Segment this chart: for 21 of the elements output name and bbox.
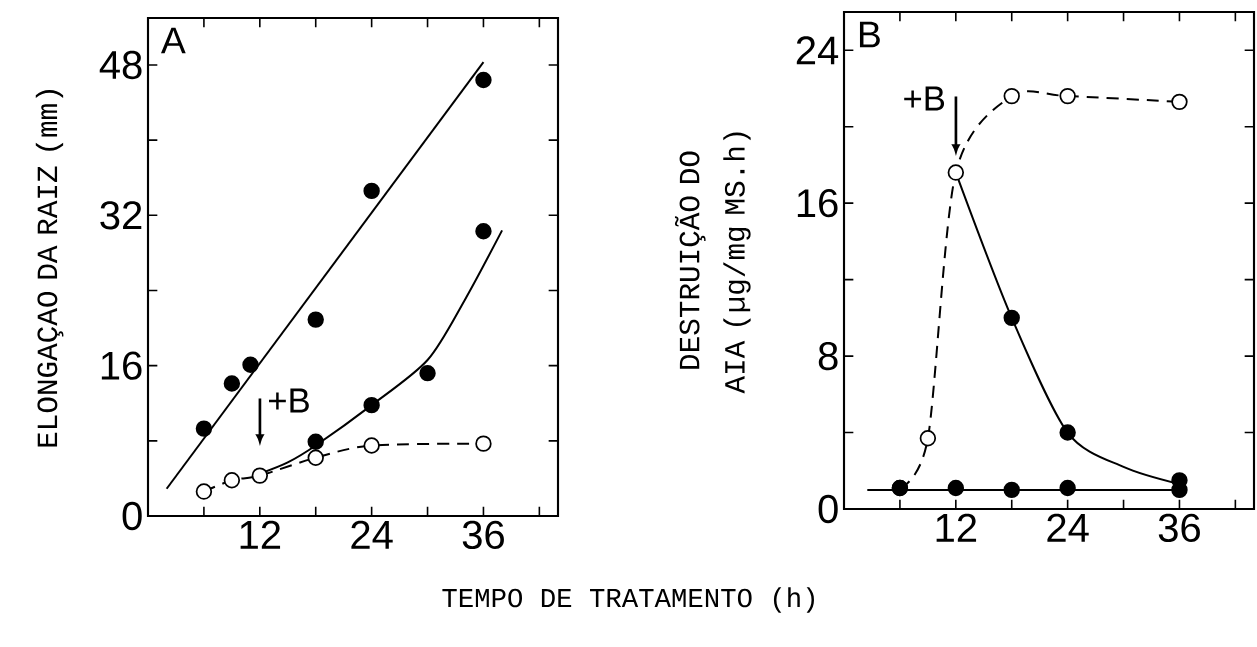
y-tick-label: 16 [101, 351, 142, 380]
x-tick-label: 24 [1047, 513, 1089, 542]
y-tick-label: 48 [99, 50, 142, 80]
x-axis-title: TEMPO DE TRATAMENTO (h) [442, 587, 814, 613]
y-tick-label: 24 [796, 36, 839, 65]
y-axis-title: ELONGAÇAO DA RAIZ (mm) [35, 90, 64, 447]
annotation: A [160, 27, 186, 54]
y-tick-label: 16 [797, 188, 838, 218]
y-tick-label: 0 [122, 501, 142, 531]
x-tick-label: 12 [240, 520, 281, 549]
y-tick-label: 32 [100, 201, 142, 230]
y-tick-label: 0 [818, 494, 838, 524]
annotation: B [859, 21, 880, 48]
y-tick-label: 8 [818, 341, 838, 371]
annotation: +B [904, 86, 945, 111]
y-axis-title: DESTRUIÇÃO DO AIA (µg/mg MS.h) [674, 132, 751, 394]
x-tick-label: 12 [936, 513, 977, 542]
x-tick-label: 24 [351, 520, 393, 549]
x-tick-label: 36 [462, 520, 504, 550]
annotation: +B [269, 388, 309, 413]
x-tick-label: 36 [1158, 513, 1200, 543]
